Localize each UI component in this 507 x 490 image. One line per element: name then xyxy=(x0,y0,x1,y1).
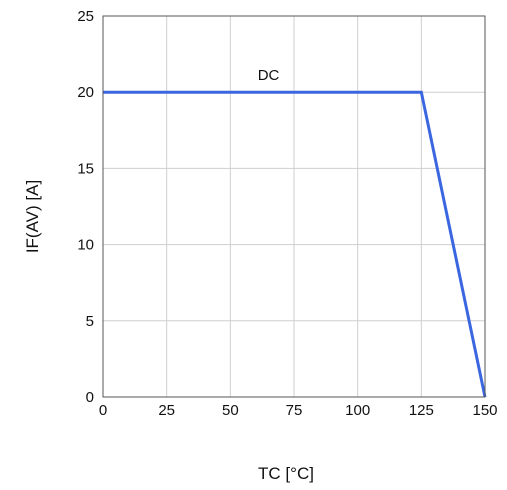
series-line-dc xyxy=(103,90,487,398)
x-tick-label: 0 xyxy=(99,402,107,419)
x-tick-label: 25 xyxy=(158,402,175,419)
x-tick-label: 125 xyxy=(409,402,434,419)
grid-lines xyxy=(103,16,485,397)
x-tick-labels: 0 25 50 75 100 125 150 xyxy=(99,402,498,419)
x-tick-label: 50 xyxy=(222,402,239,419)
x-tick-label: 75 xyxy=(286,402,303,419)
y-tick-labels: 0 5 10 15 20 25 xyxy=(77,8,94,406)
x-axis-title: TC [°C] xyxy=(258,464,314,483)
y-tick-label: 0 xyxy=(86,389,94,406)
y-tick-label: 5 xyxy=(86,313,94,330)
y-tick-label: 10 xyxy=(77,237,94,254)
series-layer xyxy=(103,90,487,398)
y-tick-label: 20 xyxy=(77,84,94,101)
x-tick-label: 150 xyxy=(472,402,497,419)
x-tick-label: 100 xyxy=(345,402,370,419)
plot-frame xyxy=(102,15,486,398)
series-label-dc: DC xyxy=(258,67,280,84)
y-tick-label: 15 xyxy=(77,160,94,177)
y-tick-label: 25 xyxy=(77,8,94,25)
annotations: DC xyxy=(258,67,280,84)
y-axis-title: IF(AV) [A] xyxy=(23,180,42,253)
